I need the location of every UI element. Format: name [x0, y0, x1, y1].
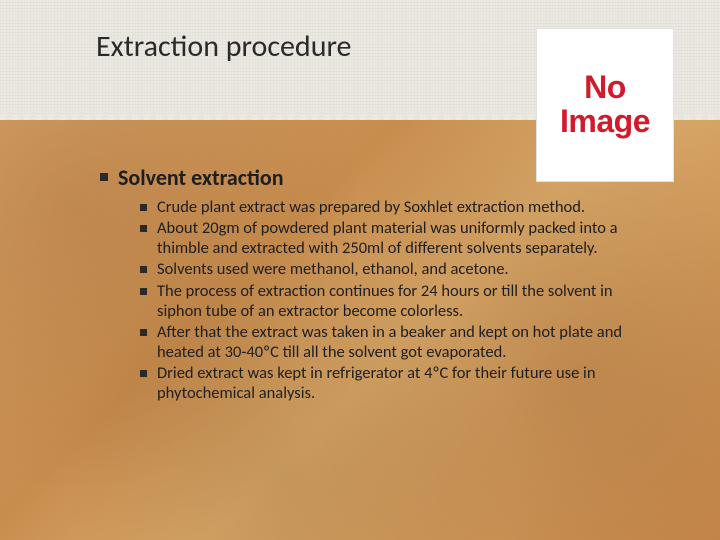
bullet-text: The process of extraction continues for …: [157, 281, 627, 321]
square-bullet-icon: [140, 370, 147, 377]
placeholder-line2: Image: [560, 105, 650, 139]
list-item: After that the extract was taken in a be…: [140, 322, 660, 362]
image-placeholder: No Image: [536, 28, 674, 182]
list-item: Crude plant extract was prepared by Soxh…: [140, 197, 660, 217]
list-item: About 20gm of powdered plant material wa…: [140, 218, 660, 258]
bullet-list: Crude plant extract was prepared by Soxh…: [118, 197, 660, 403]
bullet-text: Dried extract was kept in refrigerator a…: [157, 363, 627, 403]
bullet-text: Crude plant extract was prepared by Soxh…: [157, 197, 585, 217]
list-item: Dried extract was kept in refrigerator a…: [140, 363, 660, 403]
square-bullet-icon: [140, 225, 147, 232]
list-item: The process of extraction continues for …: [140, 281, 660, 321]
list-item: Solvents used were methanol, ethanol, an…: [140, 259, 660, 279]
square-bullet-icon: [140, 288, 147, 295]
bullet-text: Solvents used were methanol, ethanol, an…: [157, 259, 509, 279]
square-bullet-icon: [140, 329, 147, 336]
square-bullet-icon: [100, 173, 108, 181]
bullet-text: About 20gm of powdered plant material wa…: [157, 218, 627, 258]
square-bullet-icon: [140, 266, 147, 273]
slide-content: Solvent extraction Crude plant extract w…: [118, 164, 660, 404]
placeholder-line1: No: [584, 71, 626, 105]
section-heading: Solvent extraction: [118, 164, 284, 191]
square-bullet-icon: [140, 204, 147, 211]
bullet-text: After that the extract was taken in a be…: [157, 322, 627, 362]
slide-title: Extraction procedure: [96, 28, 351, 65]
